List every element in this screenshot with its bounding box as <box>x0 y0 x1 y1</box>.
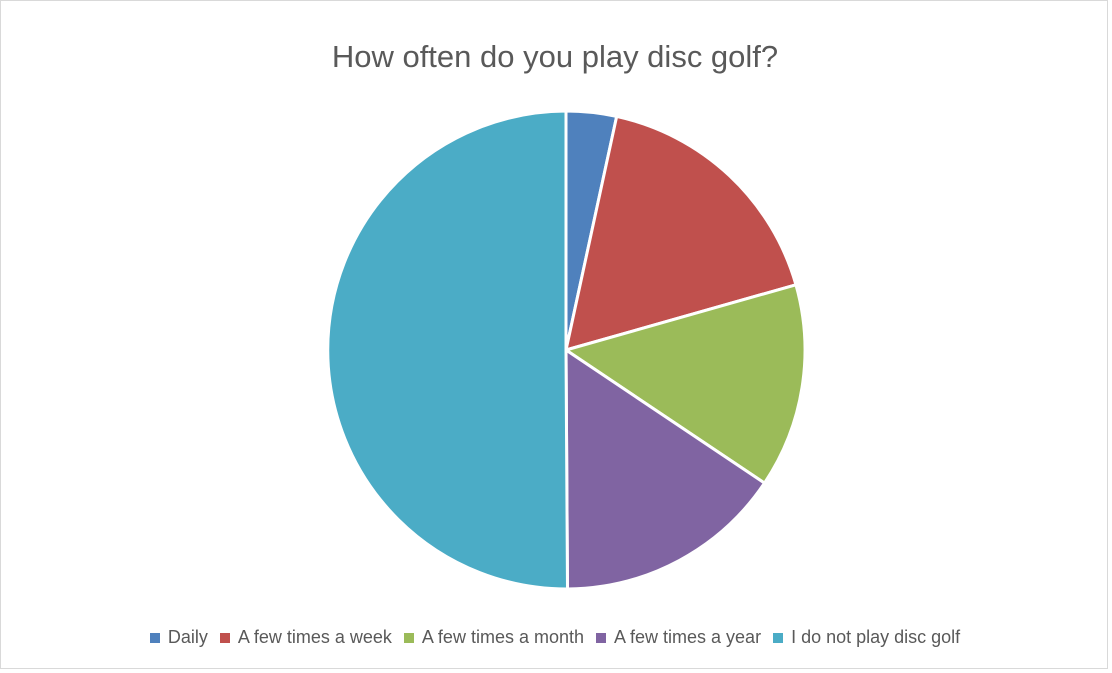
legend-swatch <box>149 632 160 643</box>
legend-item: A few times a week <box>219 627 392 648</box>
legend-label: A few times a year <box>614 627 762 647</box>
legend-label: I do not play disc golf <box>791 627 961 647</box>
legend-item: I do not play disc golf <box>773 627 960 648</box>
pie-slice-a-few-times-a-week <box>564 114 798 352</box>
legend-label: A few times a week <box>237 627 392 647</box>
legend-swatch <box>403 632 414 643</box>
pie-slice-a-few-times-a-year <box>564 348 767 591</box>
legend-item: A few times a month <box>403 627 584 648</box>
pie-slice-a-few-times-a-month <box>564 283 807 485</box>
legend-swatch <box>219 632 230 643</box>
legend-swatch <box>596 632 606 643</box>
legend-label: A few times a month <box>421 627 584 647</box>
legend-item: A few times a year <box>596 627 761 648</box>
chart-legend: Daily A few times a week A few times a mon… <box>1 627 1109 648</box>
legend-swatch <box>773 632 784 643</box>
chart-title: How often do you play disc golf? <box>331 39 779 74</box>
pie-slice-i-do-not-play-disc-golf <box>326 109 569 591</box>
legend-item: Daily <box>149 627 208 648</box>
legend-label: Daily <box>167 627 208 647</box>
